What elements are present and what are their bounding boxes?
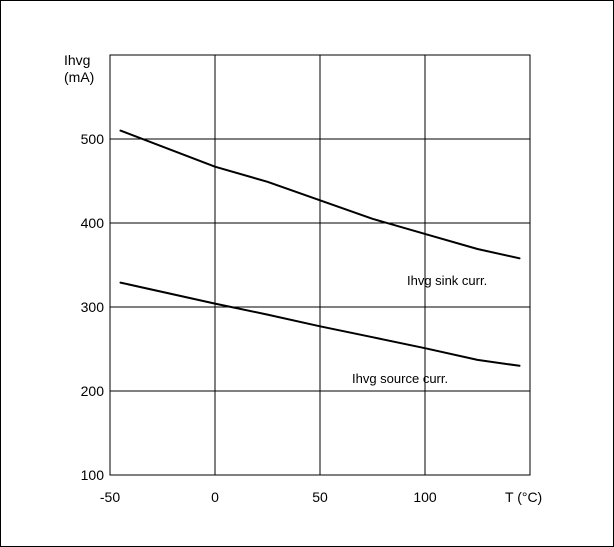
series-lines [119,129,521,367]
x-tick-label: -50 [100,489,120,505]
x-tick-label: 100 [413,489,437,505]
y-tick-label: 100 [81,467,105,483]
y-tick-label: 300 [81,299,105,315]
y-axis-title-line-2: (mA) [64,69,94,85]
y-axis-title-line-1: Ihvg [64,52,90,68]
sink-current-line [119,129,521,260]
y-tick-label: 500 [81,131,105,147]
y-tick-label: 200 [81,383,105,399]
y-axis-title: Ihvg (mA) [64,52,94,85]
source-current-annotation: Ihvg source curr. [352,371,448,386]
x-tick-label: 0 [211,489,219,505]
source-current-line [119,281,521,367]
x-axis-title: T (°C) [505,489,542,505]
x-tick-label: 50 [312,489,328,505]
y-tick-label: 400 [81,215,105,231]
sink-current-annotation: Ihvg sink curr. [407,273,487,288]
grid [109,54,531,476]
series-annotations: Ihvg sink curr. Ihvg source curr. [352,273,487,386]
x-tick-labels: -50 0 50 100 [100,489,437,505]
y-tick-labels: 100 200 300 400 500 [81,131,105,483]
